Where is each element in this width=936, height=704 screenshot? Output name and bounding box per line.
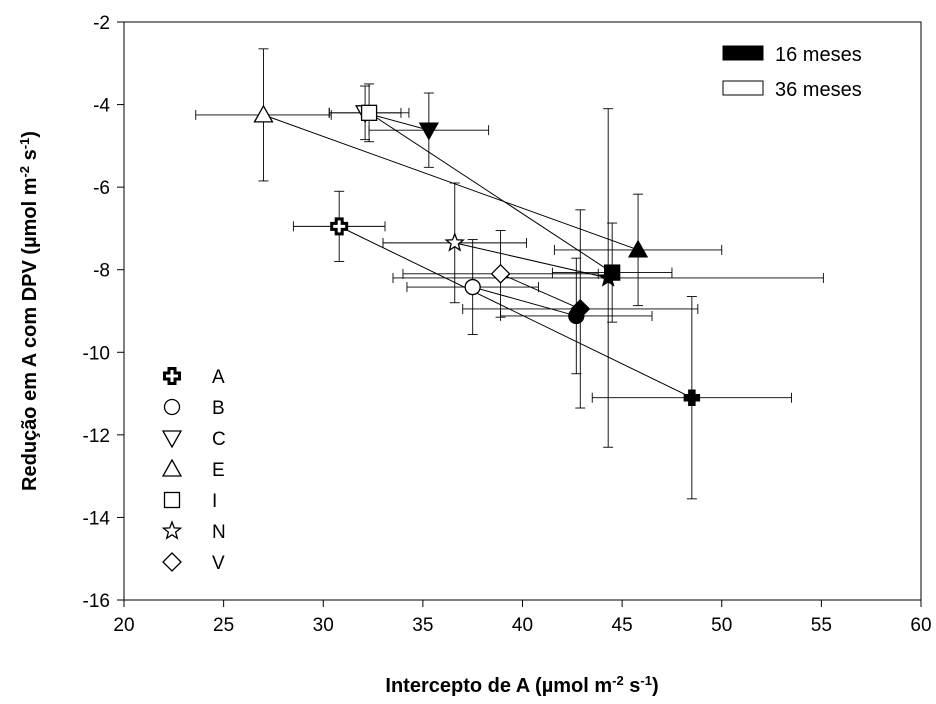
connector-E xyxy=(263,114,639,251)
connector-lines xyxy=(263,112,693,399)
legend-swatch-36 xyxy=(722,80,764,96)
symbol-legend-label-C: C xyxy=(212,429,226,450)
symbol-legend-label-A: A xyxy=(212,367,225,388)
marker-V-36 xyxy=(490,263,511,284)
x-tick-label: 40 xyxy=(512,615,533,636)
y-tick-label: -2 xyxy=(93,13,110,34)
symbol-legend-marker-N xyxy=(161,520,183,540)
marker-I-36 xyxy=(360,104,378,121)
symbol-legend-label-E: E xyxy=(212,460,225,481)
x-tick-label: 45 xyxy=(612,615,633,636)
x-tick-label: 25 xyxy=(213,615,234,636)
symbol-legend-marker-B xyxy=(163,398,181,416)
plot-frame xyxy=(123,21,922,601)
symbol-legend-label-I: I xyxy=(212,491,217,512)
marker-N-16 xyxy=(597,267,619,287)
y-tick-label: -10 xyxy=(83,343,110,364)
axes: 20 25 30 35 40 45 50 55 60 -16 -14 -12 -10 -8 -6 -4 -2 xyxy=(83,13,932,636)
y-tick-label: -12 xyxy=(83,426,110,447)
symbol-legend-marker-A xyxy=(163,367,181,385)
symbol-legend-label-N: N xyxy=(212,522,226,543)
connector-V xyxy=(500,273,581,310)
x-tick-label: 20 xyxy=(113,615,134,636)
symbol-legend-label-B: B xyxy=(212,398,225,419)
marker-A-36 xyxy=(330,217,349,236)
connector-B xyxy=(472,286,577,317)
marker-E-36 xyxy=(253,104,274,123)
legend-label-16: 16 meses xyxy=(775,44,862,66)
x-tick-label: 50 xyxy=(711,615,732,636)
data-markers xyxy=(253,104,701,406)
marker-N-36 xyxy=(444,232,466,252)
marker-A-16 xyxy=(683,389,701,406)
y-axis-title: Redução em A com DPV (µmol m-2 s-1) xyxy=(17,131,42,491)
legend-label-36: 36 meses xyxy=(775,79,862,101)
y-tick-label: -4 xyxy=(93,96,110,117)
y-tick-label: -6 xyxy=(93,178,110,199)
y-tick-label: -16 xyxy=(83,591,110,612)
age-legend: 16 meses 36 meses xyxy=(722,44,862,101)
connector-A xyxy=(338,225,693,399)
legend-swatch-16 xyxy=(722,45,764,61)
x-tick-label: 60 xyxy=(910,615,931,636)
x-tick-label: 35 xyxy=(412,615,433,636)
connector-I xyxy=(368,112,613,274)
symbol-legend-label-V: V xyxy=(212,553,225,574)
symbol-legend-marker-E xyxy=(161,458,183,477)
marker-V-16 xyxy=(570,299,591,319)
y-tick-label: -14 xyxy=(83,508,111,529)
y-tick-label: -8 xyxy=(93,261,110,282)
x-axis-title: Intercepto de A (µmol m-2 s-1) xyxy=(385,673,658,698)
x-tick-label: 30 xyxy=(313,615,334,636)
symbol-legend-marker-I xyxy=(163,491,181,509)
symbol-legend-marker-V xyxy=(162,552,182,572)
symbol-legend-marker-C xyxy=(161,430,183,449)
x-tick-label: 55 xyxy=(811,615,832,636)
marker-E-16 xyxy=(627,239,649,258)
connector-N xyxy=(454,242,609,279)
marker-B-36 xyxy=(464,278,481,296)
marker-C-16 xyxy=(418,122,439,141)
